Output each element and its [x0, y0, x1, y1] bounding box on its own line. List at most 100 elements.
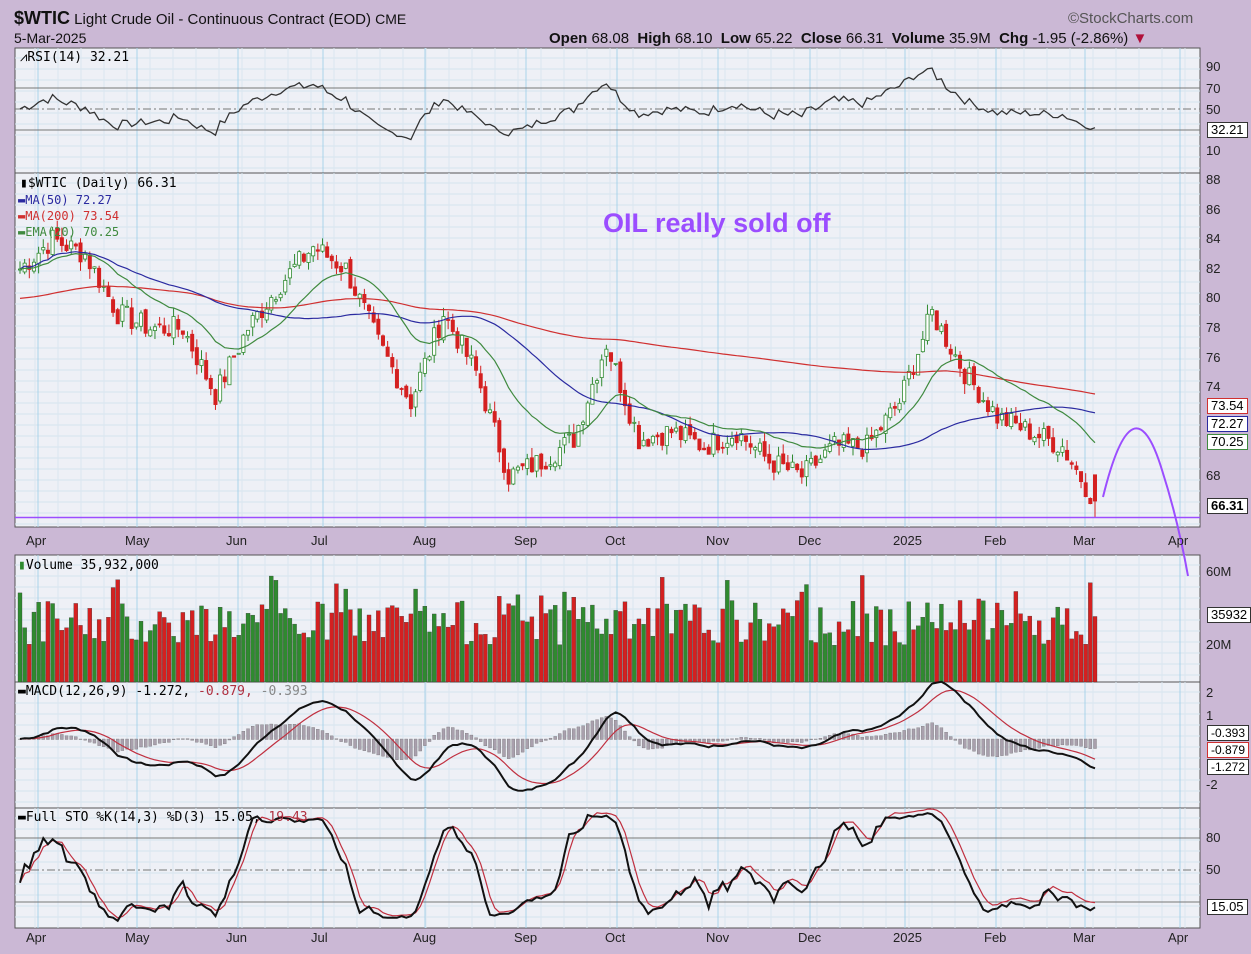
- candle-body: [204, 360, 209, 380]
- volume-bar: [962, 622, 967, 683]
- macd-legend: ▬MACD(12,26,9) -1.272, -0.879, -0.393: [18, 684, 308, 699]
- month-label: Apr: [1168, 533, 1189, 548]
- candle-body: [162, 325, 167, 334]
- candle-body: [809, 458, 814, 464]
- candle-body: [562, 437, 567, 446]
- volume-bar: [101, 641, 106, 683]
- candle-body: [1046, 425, 1051, 439]
- macd-histogram-bar: [935, 725, 939, 740]
- candle-body: [813, 455, 818, 466]
- volume-bar: [208, 641, 213, 683]
- macd-histogram-bar: [283, 724, 287, 740]
- candle-body: [725, 442, 730, 448]
- macd-histogram-bar: [1088, 738, 1092, 749]
- candle-body: [176, 319, 181, 330]
- volume-bar: [273, 580, 279, 683]
- volume-bar: [483, 634, 488, 683]
- volume-bar: [911, 629, 916, 683]
- macd-histogram-bar: [762, 738, 767, 741]
- volume-bar: [148, 630, 153, 683]
- volume-bar: [352, 635, 358, 683]
- volume-bar: [804, 584, 809, 683]
- volume-bar: [441, 613, 446, 683]
- volume-bar: [180, 612, 186, 683]
- chart-date: 5-Mar-2025: [14, 30, 87, 46]
- month-label: Nov: [706, 533, 730, 548]
- volume-bar: [660, 577, 665, 683]
- volume-bar: [985, 639, 991, 683]
- volume-bar: [999, 610, 1005, 683]
- macd-histogram-bar: [534, 738, 539, 744]
- candle-body: [1093, 474, 1098, 502]
- volume-bar: [520, 620, 525, 683]
- volume-bar: [687, 620, 693, 683]
- volume-bar: [1046, 639, 1051, 683]
- macd-histogram-bar: [460, 730, 464, 740]
- macd-histogram-bar: [274, 724, 278, 740]
- candle-body: [599, 359, 604, 378]
- candle-body: [185, 336, 190, 339]
- volume-bar: [1074, 631, 1079, 683]
- candle-body: [860, 449, 865, 457]
- volume-bar: [976, 598, 981, 683]
- volume-bar: [138, 621, 144, 683]
- macd-histogram-bar: [744, 737, 748, 740]
- candle-body: [930, 309, 935, 316]
- candle-body: [436, 324, 441, 338]
- macd-histogram-bar: [972, 738, 976, 752]
- volume-bar: [217, 607, 223, 683]
- volume-bar: [41, 641, 46, 683]
- month-label: 2025: [893, 533, 922, 548]
- volume-bar: [706, 629, 711, 683]
- volume-bar: [576, 619, 581, 683]
- candle-body: [273, 299, 278, 302]
- sto-k-line: [19, 812, 1096, 923]
- volume-bar: [227, 611, 232, 683]
- volume-bar: [571, 597, 576, 683]
- macd-histogram-bar: [967, 738, 972, 750]
- macd-histogram-bar: [106, 738, 111, 749]
- stockcharts-logo[interactable]: ©StockCharts.com: [1068, 10, 1194, 27]
- macd-histogram-bar: [199, 738, 204, 743]
- volume-bar: [92, 638, 97, 683]
- candle-body: [697, 438, 702, 451]
- candle-body: [730, 437, 735, 446]
- volume-bar: [729, 600, 735, 683]
- candle-body: [678, 425, 683, 441]
- macd-histogram-bar: [893, 732, 897, 740]
- candle-body: [371, 312, 376, 323]
- macd-histogram-bar: [190, 738, 194, 741]
- volume-bar: [590, 604, 595, 683]
- candle-body: [492, 411, 497, 423]
- ma50-line: [19, 251, 1096, 451]
- candle-body: [376, 318, 381, 335]
- candle-body: [148, 329, 153, 337]
- volume-bar: [404, 622, 409, 683]
- volume-bar: [562, 591, 567, 683]
- macd-histogram-bar: [362, 738, 367, 751]
- macd-histogram-bar: [944, 732, 948, 740]
- volume-bar: [995, 602, 1000, 683]
- candle-body: [906, 370, 911, 380]
- macd-histogram-bar: [1070, 738, 1074, 746]
- volume-bar: [641, 624, 646, 683]
- macd-histogram-bar: [353, 738, 357, 749]
- volume-bar: [50, 603, 55, 683]
- candle-body: [1027, 423, 1032, 440]
- candle-body: [739, 433, 744, 442]
- macd-histogram-bar: [497, 738, 501, 754]
- month-label: Jun: [226, 533, 247, 548]
- volume-bar: [1092, 616, 1098, 683]
- volume-bar: [655, 608, 660, 683]
- candle-body: [222, 376, 227, 383]
- volume-bar: [143, 641, 148, 683]
- candle-body: [1074, 465, 1079, 470]
- panel-4: [14, 807, 1201, 929]
- volume-bar: [269, 575, 274, 683]
- candle-body: [115, 309, 120, 325]
- volume-bar: [529, 616, 535, 683]
- ohlc-summary: Open 68.08 High 68.10 Low 65.22 Close 66…: [549, 30, 1148, 47]
- macd-histogram-bar: [911, 728, 916, 740]
- macd-histogram-bar: [455, 729, 460, 740]
